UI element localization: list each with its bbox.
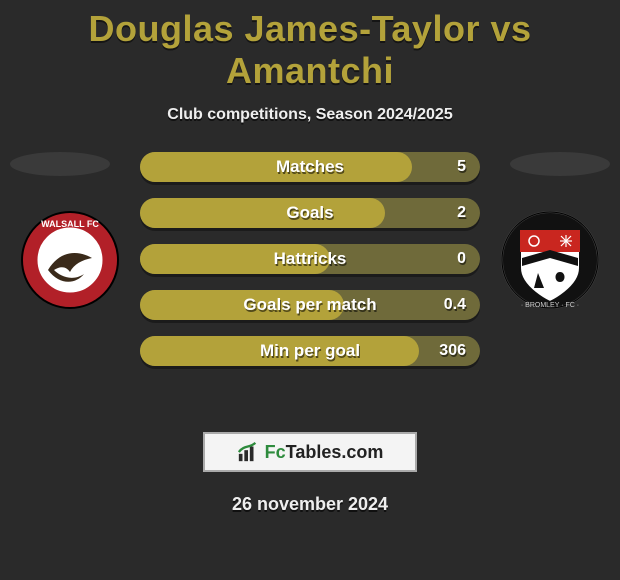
stat-bar-label: Hattricks [140,249,480,269]
comparison-stage: WALSALL FC · BROMLEY · FC · Matches5 Goal… [0,152,620,402]
brand-text: FcTables.com [265,442,384,463]
stat-bar: Hattricks0 [140,244,480,274]
stat-bar-value: 306 [439,342,466,360]
date-text: 26 november 2024 [0,494,620,515]
shadow-right [510,152,610,176]
stat-bar: Goals2 [140,198,480,228]
brand-box: FcTables.com [203,432,417,472]
crest-bromley: · BROMLEY · FC · [500,210,600,310]
stat-bar-value: 2 [457,204,466,222]
page-title: Douglas James-Taylor vs Amantchi [0,0,620,92]
crest-walsall: WALSALL FC [20,210,120,310]
stat-bar-label: Matches [140,157,480,177]
stat-bar-label: Min per goal [140,341,480,361]
svg-text:· BROMLEY · FC ·: · BROMLEY · FC · [521,302,579,309]
stat-bar-value: 0.4 [444,296,466,314]
stat-bar-label: Goals per match [140,295,480,315]
stat-bar: Matches5 [140,152,480,182]
stat-bar: Min per goal306 [140,336,480,366]
subtitle: Club competitions, Season 2024/2025 [0,106,620,124]
stat-bars: Matches5Goals2Hattricks0Goals per match0… [140,152,480,382]
stat-bar-label: Goals [140,203,480,223]
stat-bar-value: 5 [457,158,466,176]
stat-bar: Goals per match0.4 [140,290,480,320]
shadow-left [10,152,110,176]
brand-prefix: Fc [265,442,286,462]
chart-icon [237,441,259,463]
stat-bar-value: 0 [457,250,466,268]
brand-suffix: Tables.com [286,442,384,462]
